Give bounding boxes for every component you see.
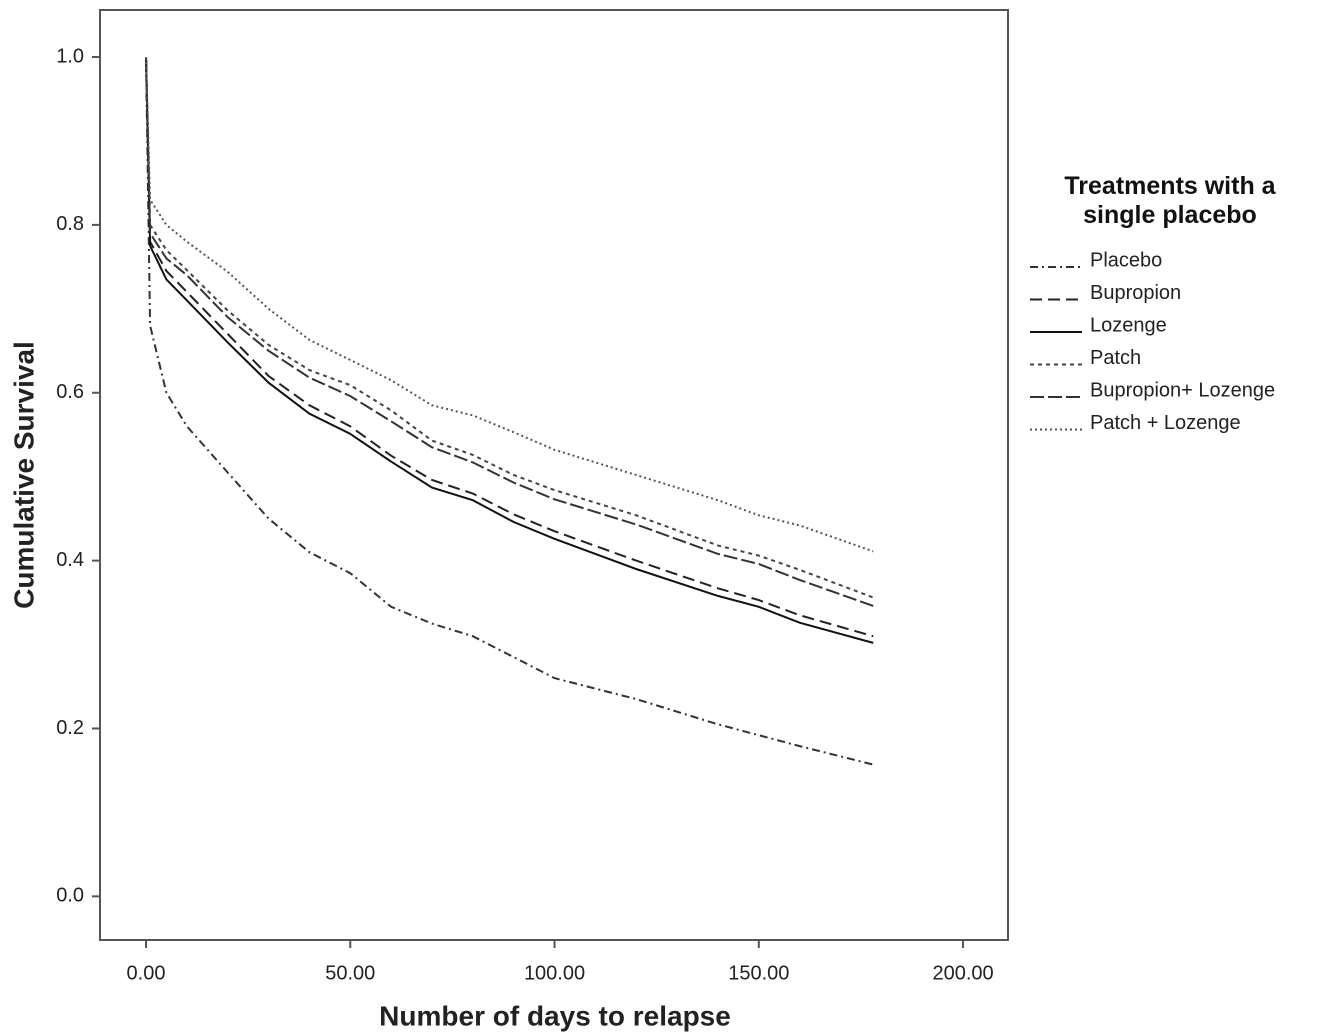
survival-line xyxy=(145,56,874,607)
y-tick-label: 0.6 xyxy=(56,381,84,403)
survival-line xyxy=(145,56,874,638)
y-tick-label: 0.4 xyxy=(56,549,84,571)
legend-label: Bupropion xyxy=(1090,282,1181,304)
plot-frame xyxy=(99,9,1009,941)
y-tick-label: 0.0 xyxy=(56,885,84,907)
y-tick-label: 0.8 xyxy=(56,213,84,235)
legend-label: Placebo xyxy=(1090,249,1162,271)
x-tick-label: 50.00 xyxy=(325,962,375,984)
legend-label: Patch + Lozenge xyxy=(1090,412,1241,434)
legend-label: Patch xyxy=(1090,347,1141,369)
x-tick-label: 100.00 xyxy=(524,962,585,984)
survival-line xyxy=(145,56,874,553)
x-tick-label: 200.00 xyxy=(932,962,993,984)
survival-line xyxy=(145,56,874,644)
y-tick-label: 1.0 xyxy=(56,45,84,67)
y-tick-label: 0.2 xyxy=(56,717,84,739)
legend-title: Treatments with a single placebo xyxy=(1064,172,1276,229)
x-tick-label: 0.00 xyxy=(127,962,166,984)
legend-label: Lozenge xyxy=(1090,314,1167,336)
legend-label: Bupropion+ Lozenge xyxy=(1090,379,1275,401)
x-axis-label: Number of days to relapse xyxy=(379,1000,731,1031)
y-axis-label: Cumulative Survival xyxy=(8,341,39,609)
x-tick-label: 150.00 xyxy=(728,962,789,984)
